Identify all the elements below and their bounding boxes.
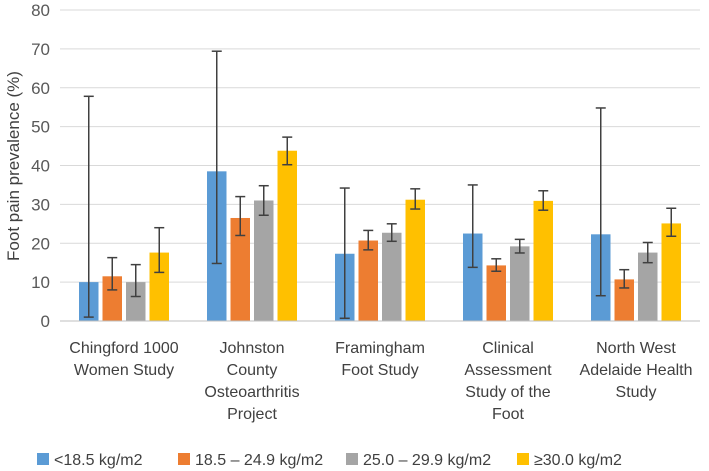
bar (230, 217, 250, 321)
y-tick-label: 10 (31, 273, 50, 292)
bar (382, 232, 402, 321)
y-axis-title: Foot pain prevalence (%) (4, 71, 23, 261)
legend-label: 25.0 – 29.9 kg/m2 (363, 452, 491, 469)
category-label: Framingham Foot Study (335, 340, 425, 379)
y-tick-label: 30 (31, 195, 50, 214)
legend-label: <18.5 kg/m2 (54, 452, 143, 469)
y-tick-label: 70 (31, 40, 50, 59)
bar (463, 233, 483, 321)
category-label: Johnston County Osteoarthritis Project (204, 340, 299, 423)
bar (358, 240, 378, 321)
gridlines (60, 9, 700, 283)
y-tick-label: 0 (41, 312, 50, 331)
bar (102, 276, 122, 321)
bar (510, 246, 530, 321)
bar (486, 265, 506, 321)
legend-label: ≥30.0 kg/m2 (534, 452, 622, 469)
category-label: Chingford 1000 Women Study (69, 340, 179, 379)
bar (149, 252, 169, 321)
bar (254, 200, 274, 321)
y-tick-label: 50 (31, 118, 50, 137)
bar (533, 200, 553, 321)
y-axis-ticks: 0 10 20 30 40 50 60 70 80 (31, 1, 50, 331)
y-tick-label: 20 (31, 234, 50, 253)
bar (614, 279, 634, 321)
category-label: Clinical Assessment Study of the Foot (464, 340, 552, 423)
y-tick-label: 40 (31, 157, 50, 176)
legend: <18.5 kg/m2 18.5 – 24.9 kg/m2 25.0 – 29.9 … (37, 452, 622, 469)
category-labels: Chingford 1000 Women Study Johnston County O… (69, 340, 692, 423)
y-tick-label: 60 (31, 79, 50, 98)
error-bars (83, 50, 677, 320)
bar (126, 282, 146, 321)
legend-swatch (178, 453, 190, 465)
bar (277, 150, 297, 321)
legend-swatch (346, 453, 358, 465)
bars (79, 150, 681, 321)
legend-swatch (37, 453, 49, 465)
bar (405, 199, 425, 321)
bar (661, 223, 681, 321)
legend-swatch (517, 453, 529, 465)
legend-label: 18.5 – 24.9 kg/m2 (195, 452, 323, 469)
bar (638, 252, 658, 321)
y-tick-label: 80 (31, 1, 50, 20)
category-label: North West Adelaide Health Study (580, 340, 693, 401)
